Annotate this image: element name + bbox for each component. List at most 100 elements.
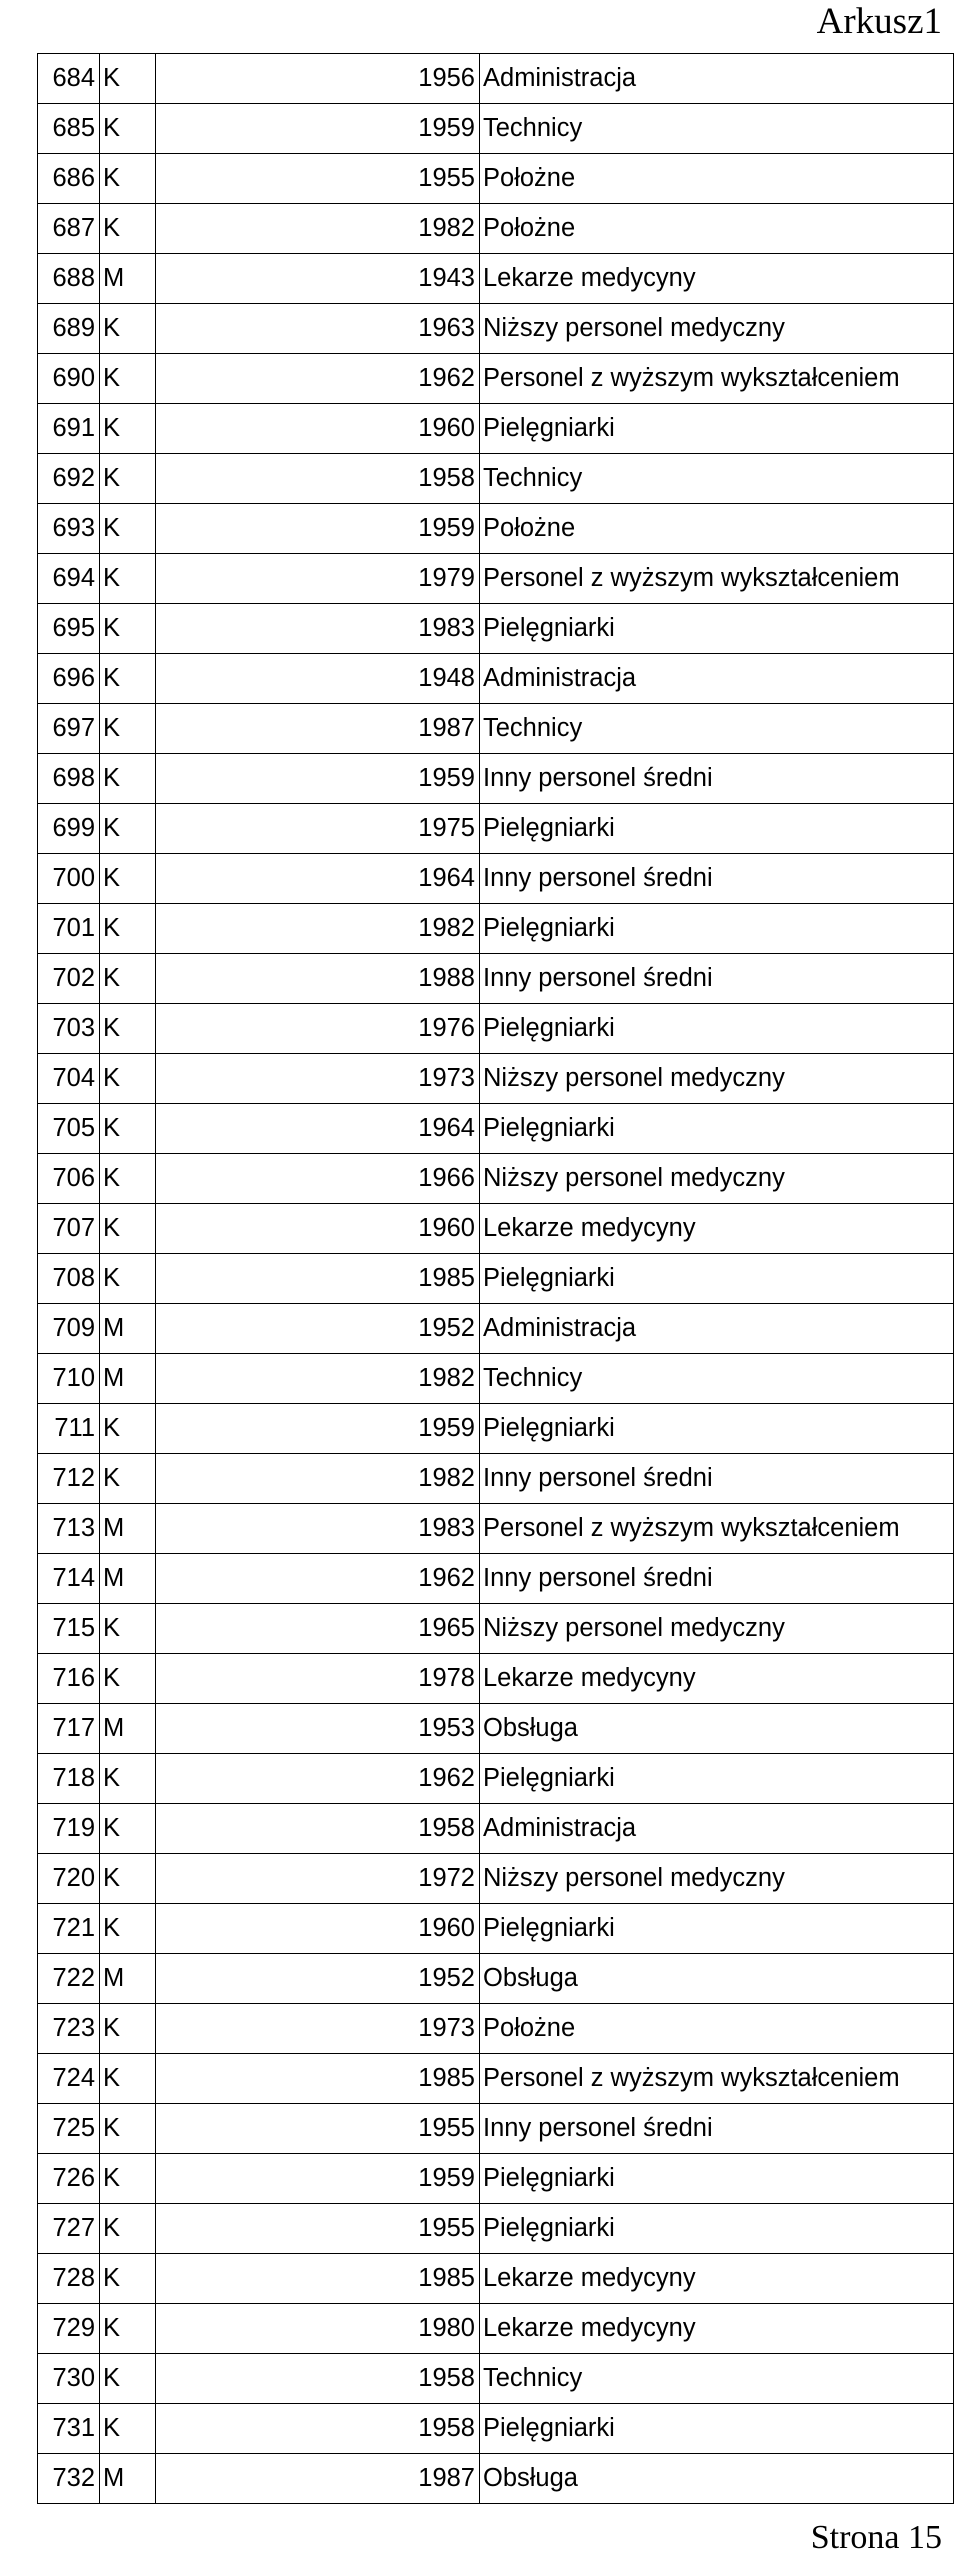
cell-sex: K	[99, 903, 156, 954]
cell-row-number: 708	[37, 1253, 100, 1304]
cell-staff-group: Położne	[479, 203, 954, 254]
cell-staff-group: Administracja	[479, 1303, 954, 1354]
cell-sex: M	[99, 1503, 156, 1554]
table-row: 708 K 1985 Pielęgniarki	[37, 1253, 954, 1304]
cell-staff-group: Lekarze medycyny	[479, 1653, 954, 1704]
table-row: 723 K 1973 Położne	[37, 2003, 954, 2054]
table-row: 710 M 1982 Technicy	[37, 1353, 954, 1404]
cell-birth-year: 1987	[155, 2453, 480, 2504]
cell-row-number: 684	[37, 53, 100, 104]
cell-staff-group: Technicy	[479, 703, 954, 754]
cell-row-number: 692	[37, 453, 100, 504]
cell-staff-group: Technicy	[479, 1353, 954, 1404]
cell-birth-year: 1965	[155, 1603, 480, 1654]
cell-staff-group: Niższy personel medyczny	[479, 1853, 954, 1904]
cell-birth-year: 1963	[155, 303, 480, 354]
cell-birth-year: 1978	[155, 1653, 480, 1704]
cell-birth-year: 1983	[155, 1503, 480, 1554]
cell-row-number: 689	[37, 303, 100, 354]
cell-row-number: 724	[37, 2053, 100, 2104]
cell-birth-year: 1964	[155, 853, 480, 904]
cell-row-number: 720	[37, 1853, 100, 1904]
cell-birth-year: 1959	[155, 753, 480, 804]
cell-staff-group: Niższy personel medyczny	[479, 1603, 954, 1654]
cell-row-number: 721	[37, 1903, 100, 1954]
cell-birth-year: 1973	[155, 2003, 480, 2054]
cell-row-number: 703	[37, 1003, 100, 1054]
table-row: 717 M 1953 Obsługa	[37, 1703, 954, 1754]
table-row: 729 K 1980 Lekarze medycyny	[37, 2303, 954, 2354]
cell-staff-group: Pielęgniarki	[479, 403, 954, 454]
cell-row-number: 695	[37, 603, 100, 654]
cell-sex: M	[99, 1553, 156, 1604]
cell-staff-group: Pielęgniarki	[479, 1403, 954, 1454]
cell-row-number: 685	[37, 103, 100, 154]
cell-staff-group: Administracja	[479, 653, 954, 704]
cell-row-number: 699	[37, 803, 100, 854]
cell-birth-year: 1960	[155, 403, 480, 454]
table-row: 705 K 1964 Pielęgniarki	[37, 1103, 954, 1154]
cell-birth-year: 1955	[155, 153, 480, 204]
cell-staff-group: Lekarze medycyny	[479, 253, 954, 304]
cell-staff-group: Inny personel średni	[479, 1553, 954, 1604]
cell-birth-year: 1988	[155, 953, 480, 1004]
cell-birth-year: 1973	[155, 1053, 480, 1104]
cell-staff-group: Położne	[479, 153, 954, 204]
cell-staff-group: Niższy personel medyczny	[479, 1153, 954, 1204]
table-row: 730 K 1958 Technicy	[37, 2353, 954, 2404]
cell-birth-year: 1979	[155, 553, 480, 604]
cell-sex: K	[99, 103, 156, 154]
table-row: 722 M 1952 Obsługa	[37, 1953, 954, 2004]
table-row: 686 K 1955 Położne	[37, 153, 954, 204]
cell-row-number: 696	[37, 653, 100, 704]
cell-staff-group: Niższy personel medyczny	[479, 1053, 954, 1104]
cell-row-number: 707	[37, 1203, 100, 1254]
cell-sex: M	[99, 253, 156, 304]
cell-sex: M	[99, 1353, 156, 1404]
table-row: 728 K 1985 Lekarze medycyny	[37, 2253, 954, 2304]
table-row: 703 K 1976 Pielęgniarki	[37, 1003, 954, 1054]
table-row: 684 K 1956 Administracja	[37, 53, 954, 104]
cell-birth-year: 1985	[155, 2253, 480, 2304]
cell-birth-year: 1958	[155, 453, 480, 504]
cell-row-number: 698	[37, 753, 100, 804]
cell-row-number: 730	[37, 2353, 100, 2404]
cell-sex: K	[99, 1253, 156, 1304]
cell-row-number: 713	[37, 1503, 100, 1554]
cell-staff-group: Inny personel średni	[479, 953, 954, 1004]
cell-sex: K	[99, 1103, 156, 1154]
cell-staff-group: Pielęgniarki	[479, 603, 954, 654]
cell-row-number: 729	[37, 2303, 100, 2354]
cell-birth-year: 1975	[155, 803, 480, 854]
cell-sex: K	[99, 1603, 156, 1654]
cell-sex: K	[99, 1753, 156, 1804]
cell-sex: K	[99, 1903, 156, 1954]
cell-sex: M	[99, 2453, 156, 2504]
cell-sex: K	[99, 1203, 156, 1254]
cell-birth-year: 1948	[155, 653, 480, 704]
cell-staff-group: Pielęgniarki	[479, 1253, 954, 1304]
cell-birth-year: 1962	[155, 353, 480, 404]
cell-staff-group: Administracja	[479, 1803, 954, 1854]
cell-sex: K	[99, 2303, 156, 2354]
cell-sex: K	[99, 1153, 156, 1204]
cell-staff-group: Pielęgniarki	[479, 1753, 954, 1804]
table-row: 718 K 1962 Pielęgniarki	[37, 1753, 954, 1804]
cell-birth-year: 1952	[155, 1303, 480, 1354]
cell-sex: K	[99, 453, 156, 504]
cell-staff-group: Personel z wyższym wykształceniem	[479, 1503, 954, 1554]
cell-row-number: 691	[37, 403, 100, 454]
cell-birth-year: 1959	[155, 503, 480, 554]
cell-sex: M	[99, 1703, 156, 1754]
cell-row-number: 687	[37, 203, 100, 254]
cell-birth-year: 1943	[155, 253, 480, 304]
cell-birth-year: 1982	[155, 1453, 480, 1504]
table-row: 700 K 1964 Inny personel średni	[37, 853, 954, 904]
cell-birth-year: 1955	[155, 2103, 480, 2154]
cell-sex: K	[99, 2103, 156, 2154]
cell-sex: K	[99, 203, 156, 254]
cell-sex: K	[99, 403, 156, 454]
cell-sex: K	[99, 153, 156, 204]
cell-sex: K	[99, 2053, 156, 2104]
cell-row-number: 727	[37, 2203, 100, 2254]
